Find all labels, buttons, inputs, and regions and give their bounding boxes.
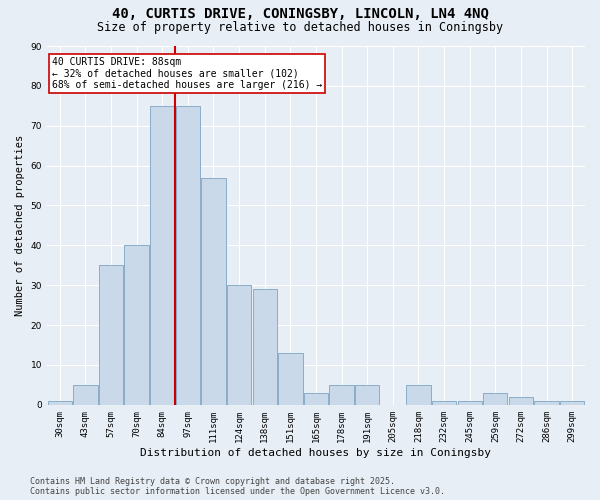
- X-axis label: Distribution of detached houses by size in Coningsby: Distribution of detached houses by size …: [140, 448, 491, 458]
- Bar: [458, 401, 482, 405]
- Bar: [304, 393, 328, 405]
- Bar: [227, 285, 251, 405]
- Bar: [483, 393, 508, 405]
- Bar: [73, 385, 98, 405]
- Bar: [355, 385, 379, 405]
- Bar: [124, 246, 149, 405]
- Text: Contains HM Land Registry data © Crown copyright and database right 2025.
Contai: Contains HM Land Registry data © Crown c…: [30, 476, 445, 496]
- Text: Size of property relative to detached houses in Coningsby: Size of property relative to detached ho…: [97, 21, 503, 34]
- Bar: [278, 353, 302, 405]
- Bar: [509, 397, 533, 405]
- Bar: [406, 385, 431, 405]
- Bar: [253, 289, 277, 405]
- Bar: [201, 178, 226, 405]
- Bar: [535, 401, 559, 405]
- Y-axis label: Number of detached properties: Number of detached properties: [15, 135, 25, 316]
- Bar: [150, 106, 175, 405]
- Bar: [47, 401, 72, 405]
- Bar: [432, 401, 456, 405]
- Bar: [99, 266, 123, 405]
- Text: 40, CURTIS DRIVE, CONINGSBY, LINCOLN, LN4 4NQ: 40, CURTIS DRIVE, CONINGSBY, LINCOLN, LN…: [112, 8, 488, 22]
- Bar: [176, 106, 200, 405]
- Bar: [329, 385, 354, 405]
- Bar: [560, 401, 584, 405]
- Text: 40 CURTIS DRIVE: 88sqm
← 32% of detached houses are smaller (102)
68% of semi-de: 40 CURTIS DRIVE: 88sqm ← 32% of detached…: [52, 57, 323, 90]
